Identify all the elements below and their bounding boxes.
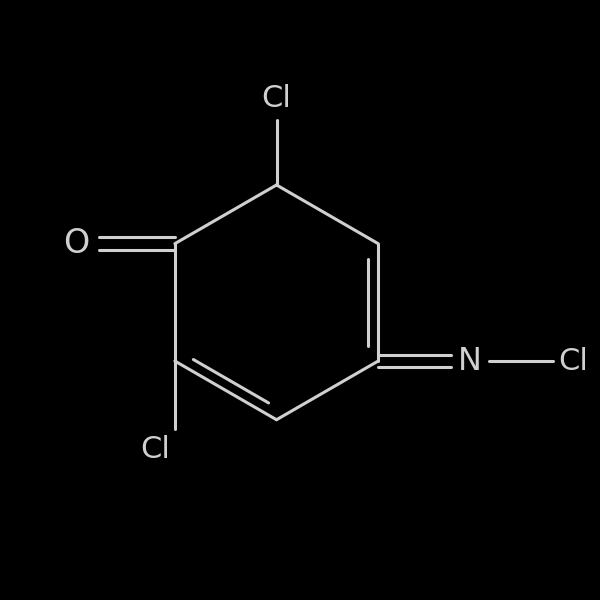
Text: O: O <box>63 227 89 260</box>
Text: Cl: Cl <box>558 347 587 376</box>
Text: Cl: Cl <box>140 435 170 464</box>
Text: N: N <box>458 346 482 377</box>
Text: Cl: Cl <box>262 85 292 113</box>
